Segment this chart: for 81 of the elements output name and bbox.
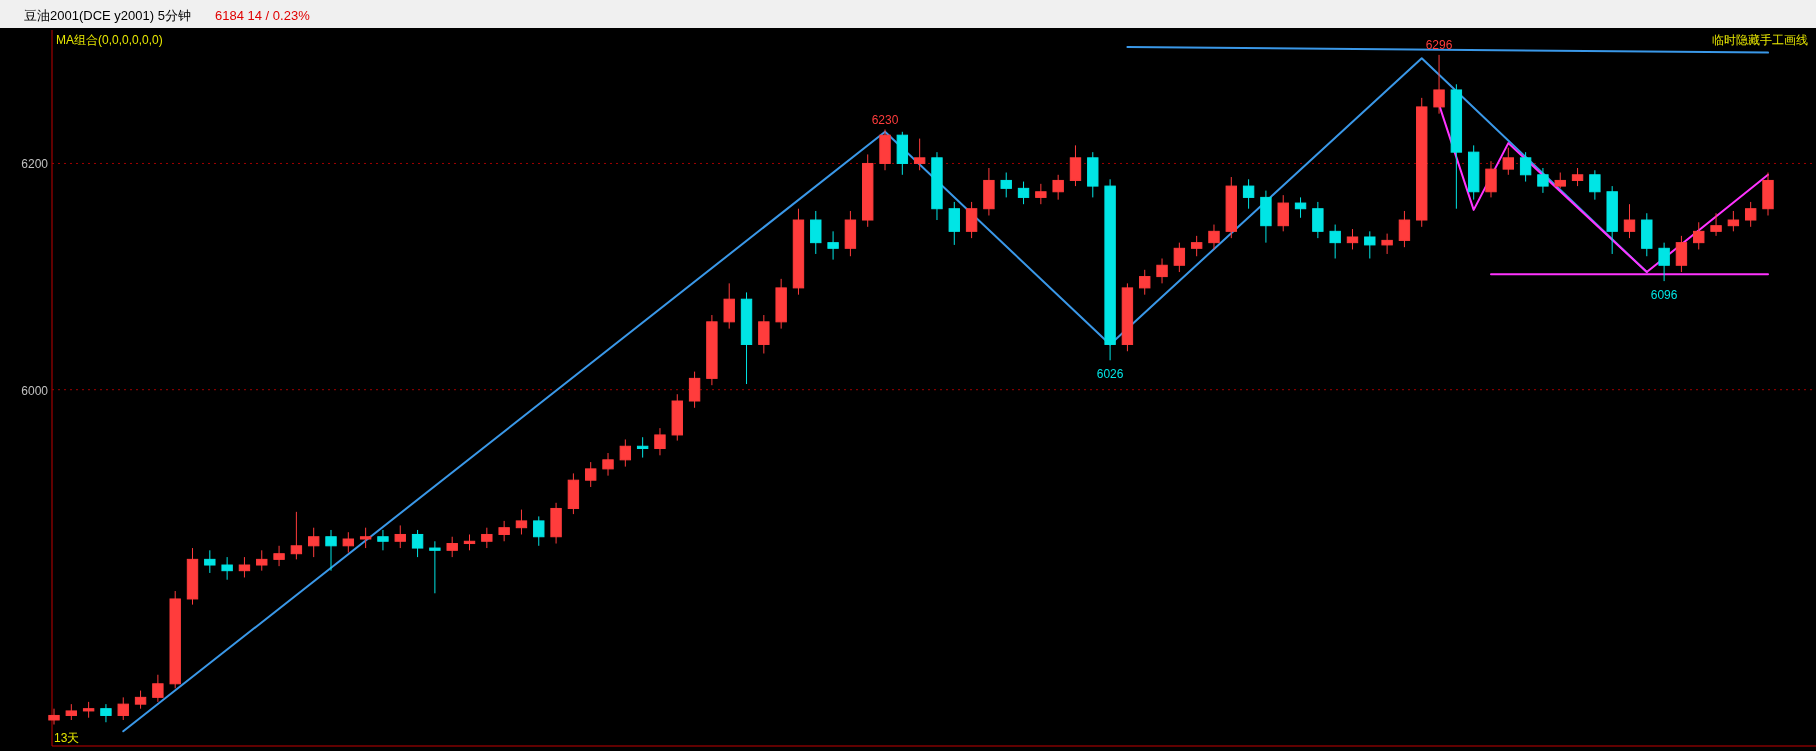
candlestick — [913, 138, 926, 171]
candlestick — [325, 529, 337, 572]
candlestick — [204, 549, 216, 574]
candlestick — [377, 529, 389, 551]
annotation: 6230 — [871, 112, 899, 127]
candlestick — [1589, 169, 1601, 201]
candlestick — [1242, 178, 1255, 210]
candlestick — [1433, 54, 1445, 115]
candlestick — [134, 690, 147, 710]
candlestick — [48, 708, 60, 726]
candlestick — [1069, 144, 1082, 187]
candlestick — [1000, 172, 1012, 198]
candlestick — [654, 427, 666, 456]
candlestick — [1139, 269, 1151, 296]
candlestick — [723, 282, 735, 330]
candlestick — [498, 520, 510, 542]
candlestick — [342, 531, 355, 554]
candlestick — [1035, 183, 1047, 205]
candlestick — [688, 371, 701, 409]
candlestick — [533, 515, 545, 547]
candlestick — [1710, 212, 1722, 237]
candlestick — [1727, 210, 1740, 232]
candlestick — [117, 696, 129, 721]
candlestick — [1537, 167, 1549, 194]
candlestick — [152, 674, 164, 703]
candlestick — [394, 524, 406, 549]
candlestick — [1744, 201, 1757, 228]
candlestick — [1208, 224, 1220, 250]
candlestick — [810, 210, 822, 255]
candlestick — [758, 314, 770, 354]
chart-title: 豆油2001(DCE y2001) 5分钟 — [24, 8, 191, 23]
candlestick — [290, 511, 303, 560]
chart-subtitle: 6184 14 / 0.23% — [215, 8, 311, 23]
candlestick — [1502, 147, 1514, 176]
candlestick — [1571, 167, 1584, 187]
candlestick — [1381, 233, 1393, 255]
annotation: 13天 — [54, 731, 80, 745]
annotation: 6026 — [1096, 367, 1124, 382]
candlestick — [1519, 151, 1532, 183]
y-tick-label: 6000 — [21, 383, 49, 398]
candlestick — [515, 509, 528, 535]
candlestick — [256, 549, 268, 572]
y-tick-label: 6200 — [21, 157, 49, 172]
candlestick — [446, 536, 458, 558]
annotation: 6296 — [1425, 37, 1453, 52]
candlestick — [1156, 257, 1168, 284]
annotation: MA组合(0,0,0,0,0,0) — [56, 33, 163, 47]
candlestick — [308, 527, 320, 558]
candlestick — [602, 452, 614, 477]
candlestick — [1364, 230, 1376, 259]
candlestick — [1277, 194, 1289, 232]
candlestick — [273, 545, 285, 567]
candlestick — [1675, 235, 1688, 273]
candlestick — [1693, 221, 1705, 250]
candlestick — [1017, 181, 1030, 205]
candlestick — [1052, 174, 1064, 201]
candlestick — [1312, 201, 1324, 239]
candlestick — [636, 436, 649, 459]
candlestick — [619, 438, 632, 468]
candlestick — [100, 703, 112, 723]
candlestick — [429, 540, 441, 594]
candlestick — [965, 201, 978, 239]
candlestick — [1173, 242, 1186, 273]
candlestick — [359, 527, 372, 549]
annotation: 6096 — [1650, 288, 1678, 303]
candlestick — [221, 556, 233, 581]
candlestick — [1485, 160, 1497, 198]
candlestick — [585, 461, 597, 488]
annotation: 临时隐藏手工画线 — [1712, 33, 1808, 47]
candlestick — [948, 201, 960, 246]
candlestick — [1658, 242, 1670, 282]
candlestick — [1623, 203, 1636, 239]
candlestick — [1398, 210, 1411, 248]
candlestick — [1329, 224, 1341, 259]
candlestick — [411, 529, 424, 558]
candlestick — [827, 230, 839, 261]
candlestick — [481, 527, 493, 549]
candlestick — [1346, 228, 1359, 250]
candlestick — [1294, 196, 1307, 219]
candlestick — [1190, 235, 1203, 257]
candlestick — [238, 556, 251, 578]
